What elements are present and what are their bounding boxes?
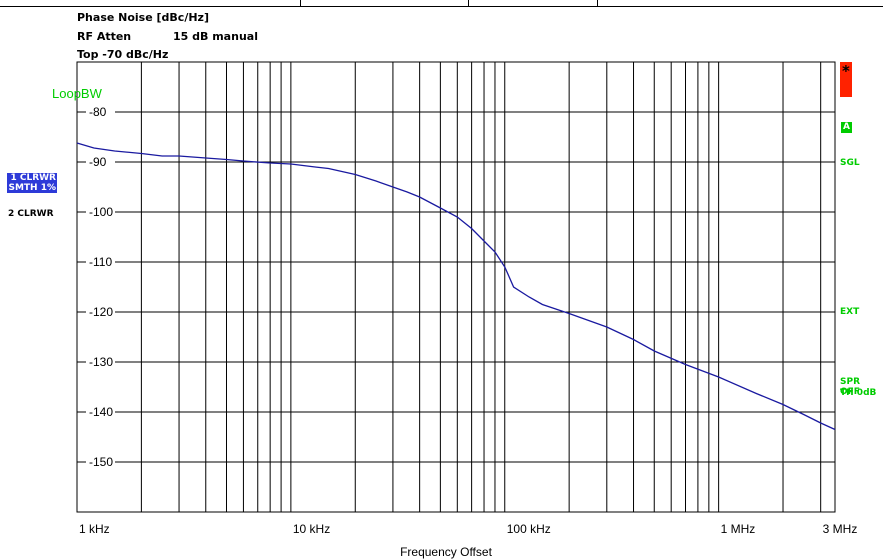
loopbw-annotation: LoopBW: [52, 86, 103, 101]
trace2-mode: 2 CLRWR: [8, 209, 54, 219]
threshold-label: TH 0dB: [840, 388, 877, 398]
y-tick-label-bg: [86, 255, 115, 269]
phase-noise-trace: [76, 142, 836, 431]
top-bar-separator: [597, 0, 598, 7]
y-tick-label-bg: [86, 355, 115, 369]
y-tick-label: -90: [89, 155, 107, 169]
rf-atten-label: RF Atten: [77, 30, 132, 43]
x-tick-label: 100 kHz: [507, 522, 551, 536]
sgl-label: SGL: [840, 158, 860, 168]
vertical-gridlines: [76, 62, 822, 512]
top-level-label: Top -70 dBc/Hz: [77, 48, 169, 61]
x-tick-label: 10 kHz: [293, 522, 330, 536]
ext-label: EXT: [840, 307, 860, 317]
y-tick-label: -110: [89, 255, 112, 269]
y-tick-label-bg: [86, 205, 115, 219]
star-indicator: *: [840, 62, 852, 97]
y-tick-label: -150: [89, 455, 113, 469]
spr-off-label: SPR OFF: [840, 377, 861, 397]
y-tick-label: -120: [89, 305, 113, 319]
horizontal-gridlines: [77, 111, 835, 463]
y-tick-label-bg: [86, 305, 115, 319]
x-axis-label: Frequency Offset: [400, 545, 492, 559]
y-tick-label: -100: [89, 205, 113, 219]
trace1-mode: 1 CLRWR: [10, 173, 56, 183]
y-tick-label: -140: [89, 405, 113, 419]
y-tick-label-bg: [86, 405, 115, 419]
x-tick-label: 1 MHz: [721, 522, 756, 536]
plot-frame: [76, 61, 836, 513]
chart-title: Phase Noise [dBc/Hz]: [77, 11, 209, 24]
y-tick-labels: -80 -90 -100 -110 -120 -130 -140 -150: [86, 105, 115, 469]
y-tick-label: -130: [89, 355, 113, 369]
top-bar: [0, 0, 883, 7]
badge-a: A: [841, 122, 852, 133]
trace1-smoothing: SMTH 1%: [8, 183, 56, 193]
top-bar-separator: [300, 0, 301, 7]
top-bar-line: [0, 6, 883, 7]
top-bar-separator: [468, 0, 469, 7]
y-tick-label-bg: [86, 105, 115, 119]
x-tick-label: 3 MHz: [823, 522, 858, 536]
trace1-badge: 1 CLRWR SMTH 1%: [7, 173, 57, 193]
y-tick-label-bg: [86, 455, 115, 469]
x-tick-label: 1 kHz: [79, 522, 110, 536]
rf-atten-value: 15 dB manual: [173, 30, 258, 43]
y-tick-label: -80: [89, 105, 107, 119]
x-tick-labels: 1 kHz 10 kHz 100 kHz 1 MHz 3 MHz: [79, 522, 857, 536]
y-tick-label-bg: [86, 155, 115, 169]
star-icon: *: [842, 62, 850, 80]
